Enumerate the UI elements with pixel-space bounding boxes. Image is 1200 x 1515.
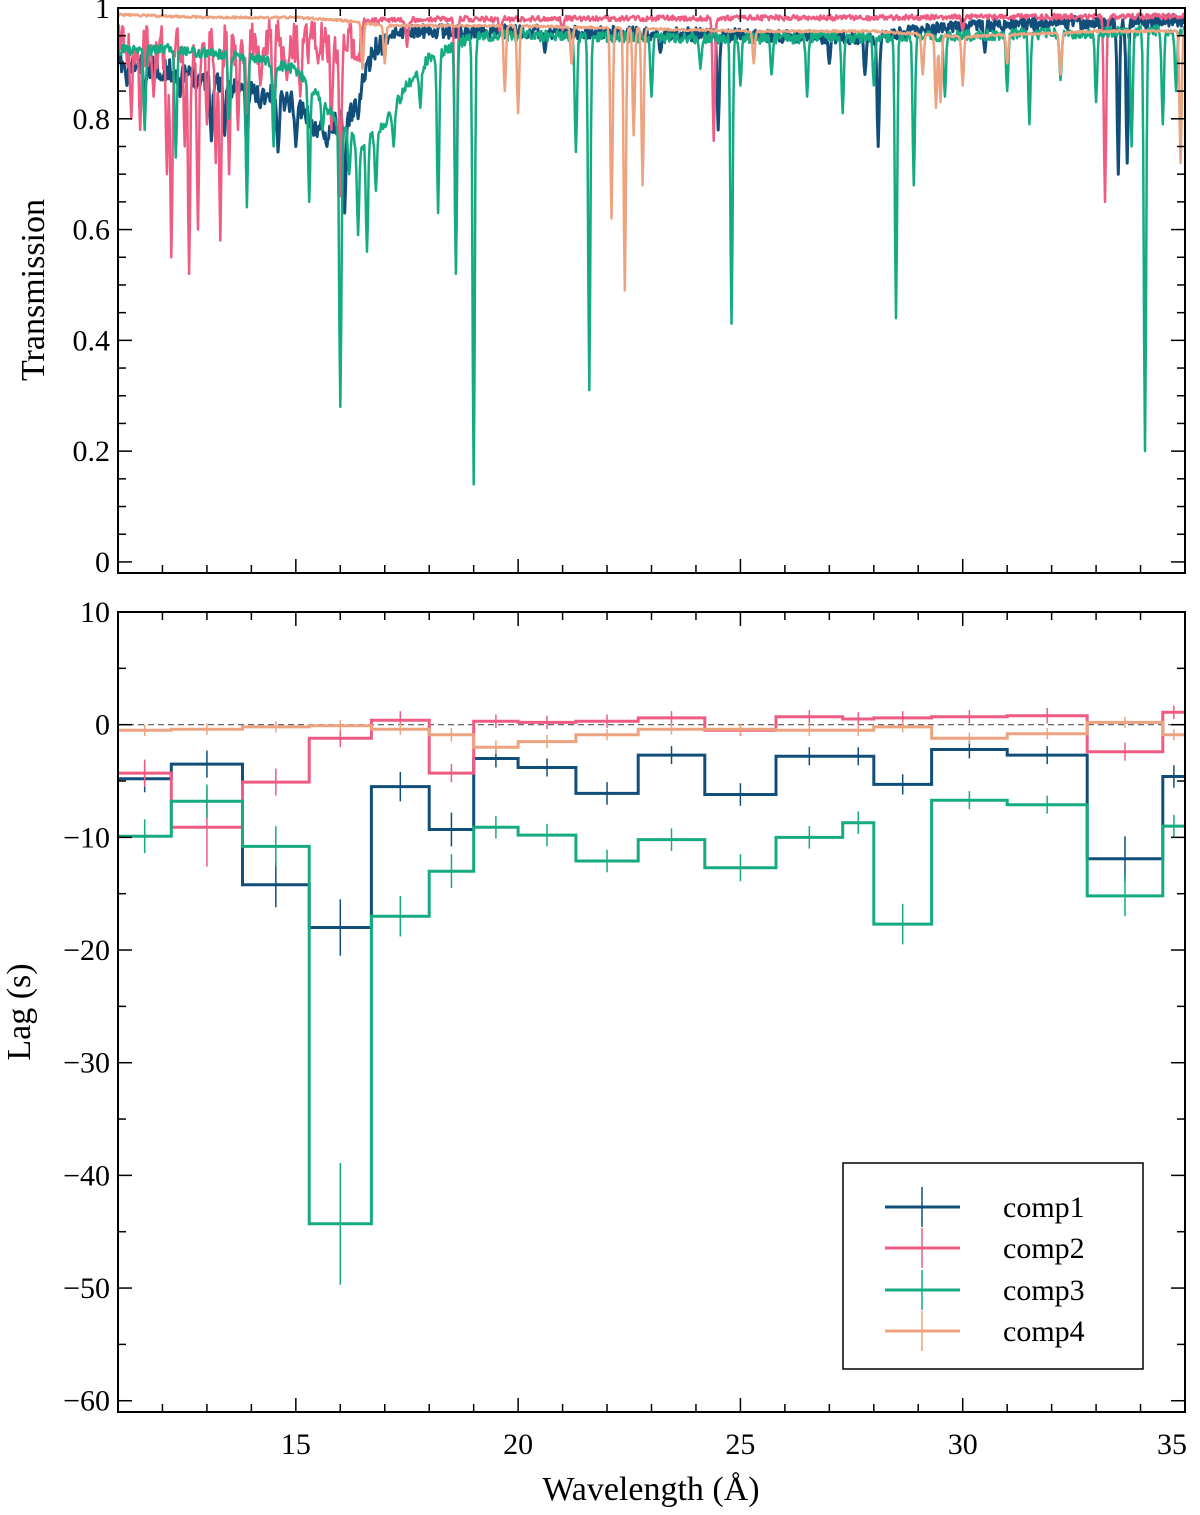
top-ytick-label: 0.8	[73, 103, 111, 136]
bottom-ytick-label: −10	[63, 821, 110, 854]
top-ytick-label: 0.4	[73, 324, 111, 357]
lag-step-comp3	[118, 798, 1185, 1226]
top-ytick-label: 0.6	[73, 214, 111, 247]
top-ytick-label: 0	[95, 546, 110, 579]
lag-step-comp4	[118, 720, 1185, 749]
transmission-line-comp1	[118, 13, 1185, 215]
bottom-plot-frame	[117, 611, 1186, 1413]
bottom-ytick-label: −40	[63, 1159, 110, 1192]
bottom-ylabel: Lag (s)	[1, 963, 38, 1060]
top-ylabel: Transmission	[15, 199, 52, 381]
xtick-label: 35	[1157, 1428, 1187, 1461]
legend-item-comp4: comp4	[885, 1311, 1085, 1351]
transmission-line-comp3	[118, 24, 1185, 486]
legend-item-comp2: comp2	[885, 1228, 1085, 1268]
legend-label-comp4: comp4	[1003, 1315, 1085, 1348]
legend-box	[842, 1162, 1144, 1370]
xtick-label: 30	[948, 1428, 978, 1461]
top-ytick-label: 1	[95, 0, 110, 25]
legend-item-comp3: comp3	[885, 1270, 1085, 1310]
legend-item-comp1: comp1	[885, 1187, 1085, 1227]
bottom-ytick-label: −50	[63, 1272, 110, 1305]
legend-label-comp1: comp1	[1003, 1191, 1085, 1224]
bottom-ytick-label: −60	[63, 1385, 110, 1418]
legend: comp1 comp2 comp3 comp4	[842, 1162, 1144, 1370]
bottom-ytick-label: 0	[95, 709, 110, 742]
legend-label-comp2: comp2	[1003, 1232, 1085, 1265]
lag-step-comp2	[118, 710, 1185, 829]
bottom-xlabel: Wavelength (Å)	[542, 1471, 759, 1508]
bottom-ytick-label: −30	[63, 1047, 110, 1080]
xtick-label: 20	[503, 1428, 533, 1461]
xtick-label: 15	[281, 1428, 311, 1461]
bottom-series-group	[118, 705, 1185, 1285]
bottom-ticks: 10 0 −10 −20 −30 −40 −50 −60 15 20 25 30 35	[63, 596, 1187, 1461]
top-plot-frame	[117, 7, 1186, 574]
bottom-ytick-label: 10	[80, 596, 110, 629]
top-ticks: 0 0.2 0.4 0.6 0.8 1	[73, 0, 1186, 579]
legend-label-comp3: comp3	[1003, 1274, 1085, 1307]
top-panel: 0 0.2 0.4 0.6 0.8 1 Transmission	[15, 0, 1186, 579]
xtick-label: 25	[725, 1428, 755, 1461]
bottom-ytick-label: −20	[63, 934, 110, 967]
top-ytick-label: 0.2	[73, 435, 111, 468]
top-series-group	[118, 12, 1185, 486]
